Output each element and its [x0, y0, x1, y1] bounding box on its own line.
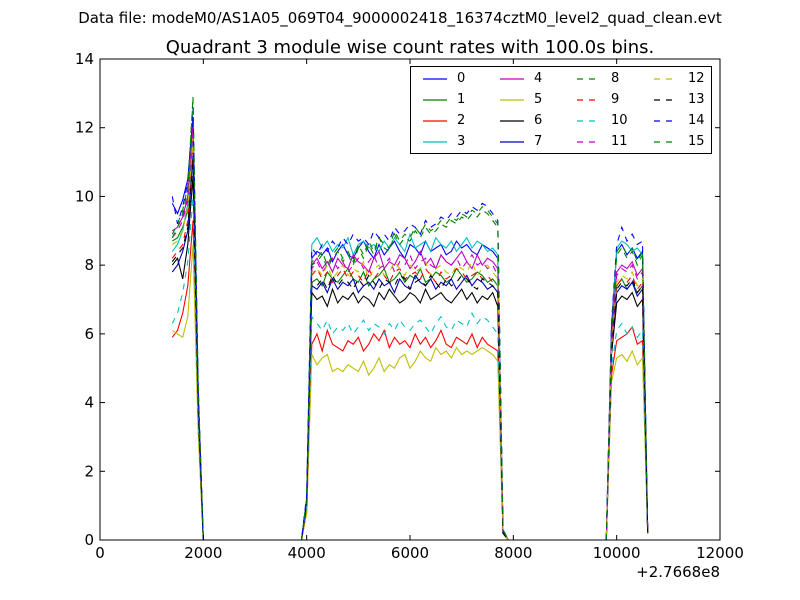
- legend-swatch: [654, 78, 678, 80]
- legend-swatch: [577, 78, 601, 80]
- series-line-4: [171, 127, 649, 541]
- series-group: [171, 96, 649, 541]
- legend-label: 9: [611, 92, 620, 107]
- legend-label: 13: [688, 92, 705, 107]
- legend-swatch: [654, 141, 678, 143]
- x-tick-label: 0: [95, 544, 105, 562]
- legend: 0 1 2 3 4 5 6 7 8 9 10 11 12 13 14 15: [410, 66, 712, 154]
- x-tick-label: 8000: [494, 544, 532, 562]
- legend-swatch: [423, 99, 447, 101]
- legend-label: 7: [534, 134, 543, 149]
- legend-label: 12: [688, 71, 705, 86]
- legend-label: 2: [457, 113, 466, 128]
- series-line-15: [171, 96, 649, 541]
- legend-label: 8: [611, 71, 620, 86]
- series-line-10: [171, 196, 649, 541]
- y-tick-label: 8: [84, 256, 94, 274]
- x-tick-label: 6000: [391, 544, 429, 562]
- legend-swatch: [423, 78, 447, 80]
- series-line-14: [171, 107, 649, 541]
- legend-swatch: [500, 141, 524, 143]
- data-file-title: Data file: modeM0/AS1A05_069T04_90000024…: [78, 9, 722, 27]
- legend-label: 14: [688, 113, 705, 128]
- legend-swatch: [654, 99, 678, 101]
- legend-swatch: [423, 141, 447, 143]
- legend-label: 10: [611, 113, 628, 128]
- chart-title: Quadrant 3 module wise count rates with …: [165, 37, 655, 58]
- legend-label: 3: [457, 134, 466, 149]
- x-tick-label: 2000: [184, 544, 222, 562]
- series-line-12: [171, 137, 649, 541]
- series-line-8: [171, 100, 649, 541]
- legend-label: 0: [457, 71, 466, 86]
- legend-swatch: [577, 99, 601, 101]
- series-line-9: [171, 144, 649, 541]
- series-line-6: [171, 175, 649, 541]
- y-tick-label: 2: [84, 462, 94, 480]
- x-tick-label: 4000: [288, 544, 326, 562]
- x-tick-label: 10000: [593, 544, 641, 562]
- y-tick-label: 0: [84, 531, 94, 549]
- legend-label: 6: [534, 113, 543, 128]
- legend-label: 4: [534, 71, 543, 86]
- legend-label: 5: [534, 92, 543, 107]
- y-tick-label: 4: [84, 394, 94, 412]
- legend-swatch: [654, 120, 678, 122]
- legend-label: 15: [688, 134, 705, 149]
- legend-swatch: [500, 120, 524, 122]
- legend-swatch: [577, 141, 601, 143]
- series-line-0: [171, 117, 649, 541]
- x-tick-label: 12000: [696, 544, 744, 562]
- legend-swatch: [500, 78, 524, 80]
- series-line-11: [171, 124, 649, 541]
- y-tick-label: 10: [75, 187, 94, 205]
- series-line-13: [171, 158, 649, 541]
- series-line-1: [171, 134, 649, 541]
- y-tick-label: 6: [84, 325, 94, 343]
- series-line-3: [171, 131, 649, 541]
- y-tick-label: 14: [75, 50, 94, 68]
- legend-swatch: [423, 120, 447, 122]
- legend-swatch: [500, 99, 524, 101]
- legend-label: 11: [611, 134, 628, 149]
- x-offset-label: +2.7668e8: [636, 563, 720, 581]
- legend-label: 1: [457, 92, 466, 107]
- legend-swatch: [577, 120, 601, 122]
- y-tick-label: 12: [75, 119, 94, 137]
